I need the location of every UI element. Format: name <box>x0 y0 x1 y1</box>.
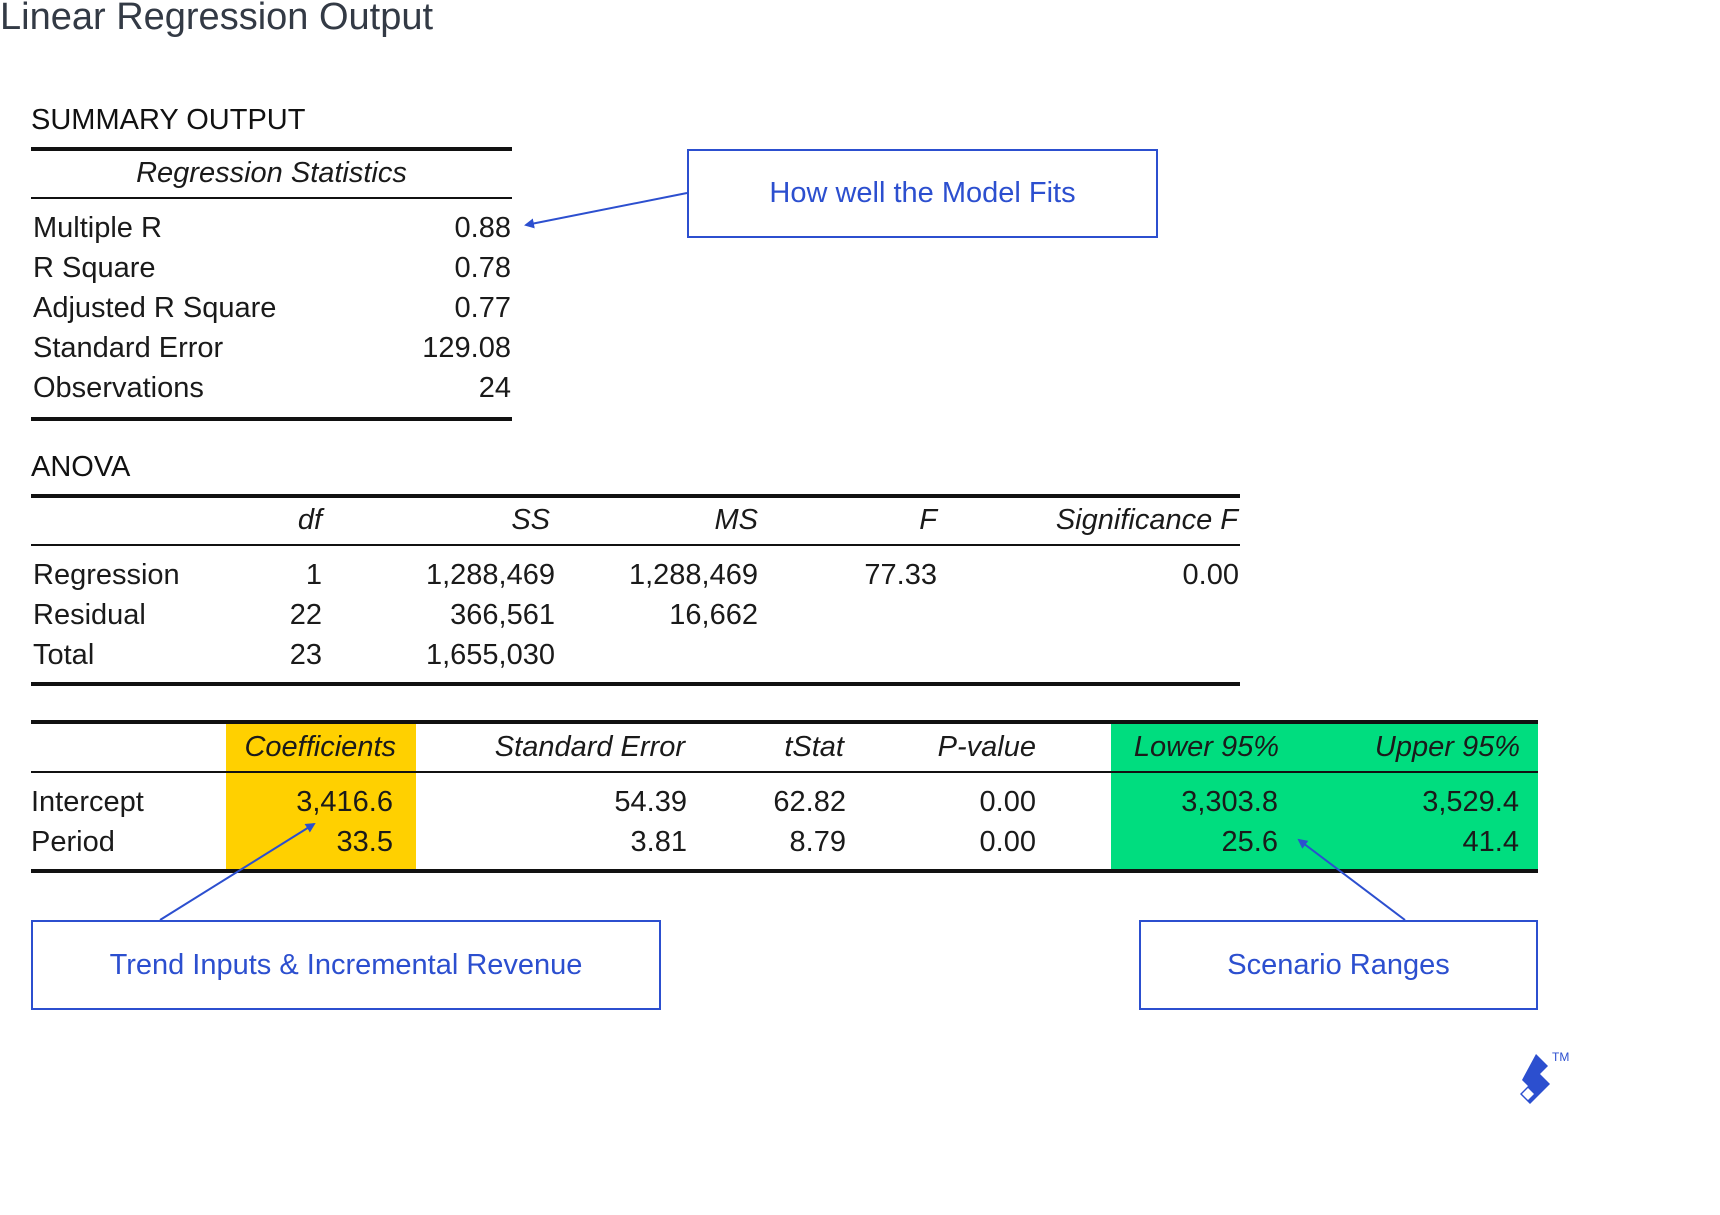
coef-header-upper-95: Upper 95% <box>1374 731 1520 763</box>
confidence-interval-highlight <box>1111 722 1538 870</box>
toptal-logo-icon <box>1520 1054 1550 1104</box>
trademark-mark: TM <box>1552 1050 1570 1064</box>
coef-row-intercept-upper-95: 3,529.4 <box>1422 786 1519 818</box>
anova-row-regression-significance-f: 0.00 <box>1182 559 1239 591</box>
callout-trend-inputs: Trend Inputs & Incremental Revenue <box>31 920 661 1010</box>
stat-value-multiple-r: 0.88 <box>454 212 511 244</box>
anova-header-rule <box>31 544 1240 546</box>
anova-row-residual-ms: 16,662 <box>669 599 758 631</box>
callout-model-fit: How well the Model Fits <box>687 149 1158 238</box>
coef-header-coefficients: Coefficients <box>244 731 396 763</box>
anova-header-significance-f: Significance F <box>1055 504 1238 536</box>
anova-row-residual-ss: 366,561 <box>450 599 555 631</box>
stat-value-standard-error: 129.08 <box>422 332 511 364</box>
coef-row-intercept-standard-error: 54.39 <box>614 786 687 818</box>
summary-output-label: SUMMARY OUTPUT <box>31 104 306 136</box>
anova-top-rule <box>31 494 1240 498</box>
anova-row-regression-label: Regression <box>33 559 180 591</box>
coef-header-lower-95: Lower 95% <box>1133 731 1279 763</box>
coef-row-period-upper-95: 41.4 <box>1462 826 1519 858</box>
regression-statistics-header: Regression Statistics <box>136 157 407 189</box>
anova-row-regression-ms: 1,288,469 <box>628 559 758 591</box>
anova-header-ss: SS <box>511 504 550 536</box>
coef-top-rule <box>31 720 1538 724</box>
coefficients-highlight <box>226 722 416 870</box>
summary-bottom-rule <box>31 417 512 421</box>
coef-header-rule <box>31 771 1538 773</box>
stat-value-adjusted-r-square: 0.77 <box>454 292 511 324</box>
anova-row-residual-df: 22 <box>289 599 322 631</box>
coef-row-period-tstat: 8.79 <box>789 826 846 858</box>
anova-header-df: df <box>297 504 322 536</box>
coef-bottom-rule <box>31 869 1538 873</box>
coef-row-period-coefficient: 33.5 <box>336 826 393 858</box>
anova-header-f: F <box>919 504 937 536</box>
stat-label-standard-error: Standard Error <box>33 332 224 364</box>
summary-header-rule <box>31 197 512 199</box>
anova-label: ANOVA <box>31 451 131 483</box>
anova-bottom-rule <box>31 682 1240 686</box>
coef-header-standard-error: Standard Error <box>494 731 685 763</box>
coef-header-tstat: tStat <box>784 731 844 763</box>
coef-row-intercept-p-value: 0.00 <box>979 786 1036 818</box>
stat-label-observations: Observations <box>33 372 204 404</box>
arrow-scenario-ranges <box>1297 838 1406 921</box>
anova-row-regression-df: 1 <box>305 559 322 591</box>
page-title: Linear Regression Output <box>0 0 434 38</box>
summary-top-rule <box>31 147 512 151</box>
anova-row-residual-label: Residual <box>33 599 146 631</box>
coef-row-period-lower-95: 25.6 <box>1221 826 1278 858</box>
anova-row-regression-f: 77.33 <box>864 559 937 591</box>
stat-value-r-square: 0.78 <box>454 252 511 284</box>
coef-row-period-label: Period <box>31 826 115 858</box>
stat-label-r-square: R Square <box>33 252 156 284</box>
anova-row-total-label: Total <box>33 639 95 671</box>
coef-row-period-standard-error: 3.81 <box>630 826 687 858</box>
coef-row-intercept-coefficient: 3,416.6 <box>296 786 393 818</box>
callout-scenario-ranges: Scenario Ranges <box>1139 920 1538 1010</box>
stat-label-multiple-r: Multiple R <box>33 212 162 244</box>
coef-row-intercept-tstat: 62.82 <box>773 786 846 818</box>
arrow-model-fit <box>524 192 688 229</box>
anova-header-ms: MS <box>714 504 759 536</box>
coef-row-intercept-label: Intercept <box>31 786 144 818</box>
stat-value-observations: 24 <box>478 372 511 404</box>
anova-row-total-ss: 1,655,030 <box>425 639 555 671</box>
anova-row-regression-ss: 1,288,469 <box>425 559 555 591</box>
coef-row-intercept-lower-95: 3,303.8 <box>1181 786 1278 818</box>
arrow-trend-inputs <box>159 822 316 921</box>
stat-label-adjusted-r-square: Adjusted R Square <box>33 292 277 324</box>
anova-row-total-df: 23 <box>289 639 322 671</box>
coef-header-p-value: P-value <box>937 731 1036 763</box>
coef-row-period-p-value: 0.00 <box>979 826 1036 858</box>
